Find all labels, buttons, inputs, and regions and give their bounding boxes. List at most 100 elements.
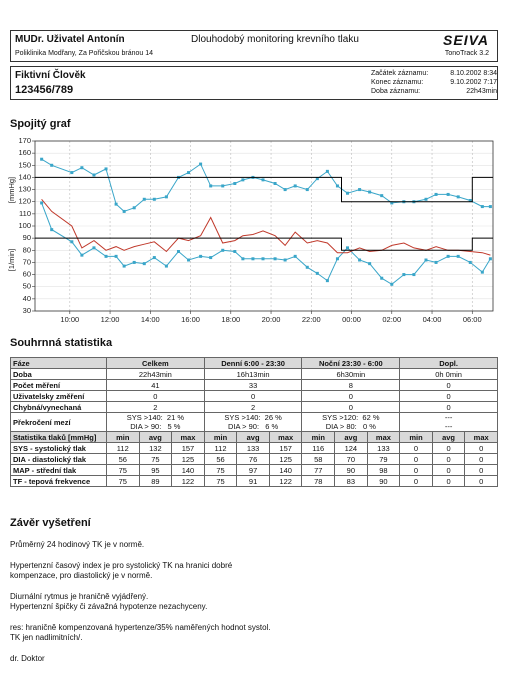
table-cell: 125: [171, 453, 205, 465]
x-tick-label: 00:00: [342, 315, 361, 324]
table-cell: Počet měření: [10, 379, 107, 391]
cell-line: SYS >140: 26 %: [224, 413, 282, 422]
point: [335, 184, 339, 188]
paragraph: Průměrný 24 hodinový TK je v normě.: [10, 540, 490, 550]
point: [221, 184, 225, 188]
x-tick-label: 04:00: [423, 315, 442, 324]
table-cell: 0: [431, 464, 466, 476]
point: [114, 202, 118, 206]
cell-line: SYS >140: 21 %: [126, 413, 185, 422]
point: [187, 258, 191, 262]
table-cell: 0: [399, 442, 433, 454]
point: [114, 254, 118, 258]
point: [325, 279, 329, 283]
point: [446, 254, 450, 258]
point: [446, 192, 450, 196]
point: [273, 182, 277, 185]
point: [346, 246, 350, 250]
table-cell: 0: [464, 453, 498, 465]
table-cell: 0: [301, 390, 401, 402]
table-cell: DIA - diastolický tlak: [10, 453, 107, 465]
table-cell: --- ---: [399, 412, 498, 432]
point: [488, 257, 492, 261]
series-line: [41, 202, 491, 285]
table-title: Souhrnná statistika: [10, 337, 113, 349]
table-cell: 0: [399, 390, 498, 402]
table-cell: Celkem: [106, 357, 205, 369]
table-cell: Fáze: [10, 357, 107, 369]
x-tick-label: 16:00: [181, 315, 200, 324]
point: [132, 206, 136, 210]
point: [368, 262, 372, 266]
point: [199, 162, 203, 166]
point: [315, 271, 319, 275]
table-cell: min: [399, 431, 433, 443]
point: [92, 246, 96, 250]
stats-table: Fáze Celkem Denní 6:00 - 23:30 Noční 23:30 …: [10, 357, 498, 487]
point: [187, 171, 191, 175]
y-tick-label: 100: [18, 221, 31, 230]
point: [80, 253, 84, 257]
point: [70, 240, 74, 244]
table-cell: 0: [399, 401, 498, 413]
point: [50, 163, 54, 167]
table-cell: 90: [366, 475, 401, 487]
table-cell: 2: [203, 401, 303, 413]
point: [390, 201, 394, 205]
y-tick-label: 140: [18, 172, 31, 181]
plot-frame: [34, 140, 494, 312]
table-cell: max: [366, 431, 401, 443]
table-row: Počet měření 41 33 8 0: [10, 379, 498, 391]
series-line: [35, 176, 493, 203]
patient-id: 123456/789: [15, 84, 74, 96]
table-cell: 0: [431, 453, 466, 465]
table-cell: 157: [171, 442, 205, 454]
table-cell: 79: [366, 453, 401, 465]
y-tick-label: 120: [18, 197, 31, 206]
point: [176, 250, 180, 253]
cell-line: DIA > 80: 0 %: [325, 422, 376, 431]
point: [468, 199, 472, 202]
table-row: SYS - systolický tlak 112 132 157 112 133 157 1…: [10, 442, 498, 454]
table-cell: 140: [268, 464, 303, 476]
text-line: dr. Doktor: [10, 654, 45, 663]
table-cell: TF - tepová frekvence: [10, 475, 107, 487]
patient-box: Fiktivní Člověk 123456/789 Začátek zázna…: [10, 66, 498, 100]
paragraph: res: hraničně kompenzovaná hypertenze/35…: [10, 623, 490, 643]
point: [380, 194, 384, 198]
table-cell: 8: [301, 379, 401, 391]
table-row: MAP - střední tlak 75 95 140 75 97 140 77 90 98 0 0…: [10, 464, 498, 476]
cell-line: SYS >120: 62 %: [322, 413, 380, 422]
point: [104, 254, 108, 258]
table-cell: 0: [464, 464, 498, 476]
table-cell: 75: [203, 464, 238, 476]
point: [305, 188, 309, 192]
table-cell: 91: [236, 475, 270, 487]
y-axis-label: [1/min]: [7, 249, 16, 272]
y-tick-label: 60: [23, 270, 31, 279]
y-axis-label: [mmHg]: [7, 177, 16, 203]
table-cell: 83: [334, 475, 368, 487]
table-row: Statistika tlaků [mmHg] min avg max min avg ma…: [10, 431, 498, 443]
table-cell: 125: [268, 453, 303, 465]
record-label: Doba záznamu:: [371, 88, 421, 95]
cell-line: ---: [444, 413, 453, 422]
table-cell: 6h30min: [301, 368, 401, 380]
y-tick-label: 30: [23, 306, 31, 315]
point: [164, 195, 168, 199]
point: [261, 178, 265, 182]
point: [40, 157, 44, 161]
x-tick-label: 18:00: [221, 315, 240, 324]
table-cell: 89: [138, 475, 173, 487]
point: [456, 195, 460, 199]
table-cell: 133: [236, 442, 270, 454]
table-cell: 75: [106, 464, 140, 476]
table-cell: 77: [301, 464, 336, 476]
point: [92, 173, 96, 177]
table-cell: 0: [431, 442, 466, 454]
table-cell: 0h 0min: [399, 368, 498, 380]
cell-line: DIA > 90: 6 %: [227, 422, 279, 431]
table-cell: 0: [301, 401, 401, 413]
table-cell: 157: [268, 442, 303, 454]
